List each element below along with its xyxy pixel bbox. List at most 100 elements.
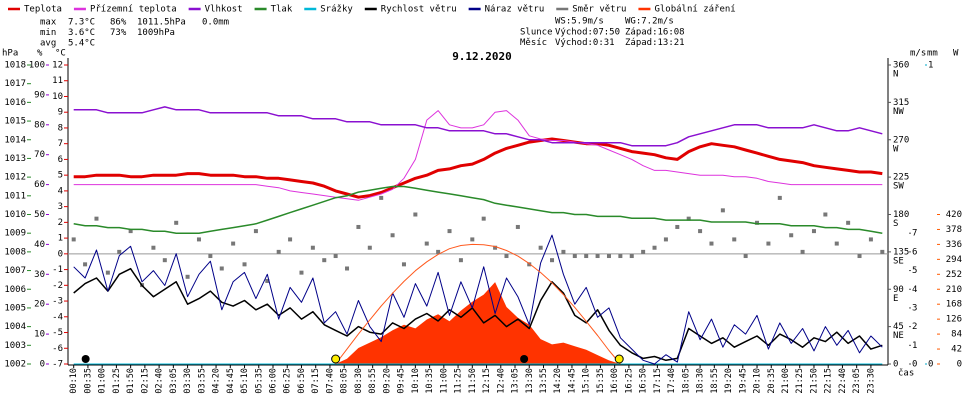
series-point [481, 216, 486, 221]
y-tick-label: 7 [912, 229, 917, 239]
series-point [777, 195, 782, 200]
y-tick-label: 180 [893, 210, 909, 220]
series-point [755, 220, 760, 225]
axis-unit: hPa [2, 49, 18, 59]
x-tick-label: 12:15 [482, 368, 492, 394]
axis-unit: % [37, 49, 43, 59]
x-tick-label: 01:50 [126, 368, 136, 394]
y-tick-label: 11 [52, 76, 63, 86]
y-tick-label: 42 [951, 345, 962, 355]
series-point [743, 254, 748, 259]
x-tick-label: 21:25 [795, 368, 805, 394]
x-tick-label: 01:25 [112, 368, 122, 394]
series-point [561, 249, 566, 254]
series-point [333, 254, 338, 259]
y-tick-label: 10 [52, 92, 63, 102]
x-tick-label: 00:10 [69, 368, 79, 394]
compass-label: W [893, 144, 899, 154]
x-tick-label: 14:45 [567, 368, 577, 394]
series-point [401, 262, 406, 267]
y-tick-label: 168 [946, 300, 962, 310]
series-point [538, 245, 543, 250]
axis-unit: °C [55, 49, 66, 59]
series-point [766, 241, 771, 246]
x-tick-label: 05:35 [254, 368, 264, 394]
series-point [288, 237, 293, 242]
series-point [379, 195, 384, 200]
y-tick-label: 9 [58, 108, 63, 118]
y-tick-label: 60 [34, 180, 45, 190]
stat-value: 86% [110, 18, 127, 28]
y-tick-label: 315 [893, 98, 909, 108]
x-tick-label: 18:30 [696, 368, 706, 394]
y-tick-label: 80 [34, 120, 45, 130]
axis-unit: W [953, 49, 959, 59]
series-point [231, 241, 236, 246]
x-tick-label: 03:30 [183, 368, 193, 394]
y-tick-label: 1006 [4, 285, 26, 295]
legend-label: Globální záření [654, 5, 735, 15]
x-tick-label: 02:15 [140, 368, 150, 394]
series-point [174, 220, 179, 225]
series-point [493, 245, 498, 250]
series-point [846, 220, 851, 225]
x-tick-label: 09:45 [397, 368, 407, 394]
series-point [550, 258, 555, 263]
compass-label: S [893, 219, 898, 229]
legend-label: Tlak [271, 5, 293, 15]
x-tick-label: 08:55 [368, 368, 378, 394]
x-tick-label: 15:35 [596, 368, 606, 394]
sun-info: Východ:07:50 [555, 28, 620, 38]
y-tick-label: 12 [52, 61, 63, 71]
y-tick-label: 135 [893, 247, 909, 257]
series-point [413, 212, 418, 217]
series-point [424, 241, 429, 246]
y-tick-label: 0 [957, 360, 962, 370]
series-point [322, 258, 327, 263]
x-tick-label: 11:00 [439, 368, 449, 394]
stat-value: 0.0mm [202, 18, 229, 28]
y-tick-label: 1 [58, 234, 63, 244]
series-point [504, 254, 509, 259]
series-point [367, 245, 372, 250]
series-point [253, 229, 258, 234]
series-line [73, 234, 883, 365]
x-tick-label: 21:50 [809, 368, 819, 394]
moon-mark [81, 355, 90, 363]
series-point [276, 249, 281, 254]
series-point [709, 241, 714, 246]
y-tick-label: 1015 [4, 117, 26, 127]
y-tick-label: 1011 [4, 191, 26, 201]
y-tick-label: 20 [34, 300, 45, 310]
y-tick-label: 1002 [4, 360, 26, 370]
chart-title: 9.12.2020 [452, 50, 512, 63]
y-tick-label: -2 [52, 281, 63, 291]
x-tick-label: 00:35 [83, 368, 93, 394]
series-point [880, 249, 885, 254]
stat-value: 1009hPa [137, 28, 175, 38]
series-point [219, 266, 224, 271]
moon-mark [520, 355, 529, 363]
series-point [663, 237, 668, 242]
x-tick-label: 16:25 [624, 368, 634, 394]
series-point [185, 274, 190, 279]
series-line [73, 106, 883, 147]
stat-label: min [40, 28, 56, 38]
series-point [515, 224, 520, 229]
series-point [675, 224, 680, 229]
x-tick-label: 17:40 [667, 368, 677, 394]
y-tick-label: 1 [928, 61, 933, 71]
series-line [73, 267, 883, 362]
x-tick-label: 10:10 [411, 368, 421, 394]
series-point [857, 254, 862, 259]
series-point [584, 254, 589, 259]
series-line [73, 110, 883, 201]
y-tick-label: 270 [893, 135, 909, 145]
y-tick-label: 1 [912, 341, 917, 351]
compass-label: E [893, 294, 898, 304]
series-point [345, 266, 350, 271]
x-tick-label: 05:10 [240, 368, 250, 394]
x-tick-label: 21:00 [781, 368, 791, 394]
y-tick-label: 8 [58, 123, 63, 133]
